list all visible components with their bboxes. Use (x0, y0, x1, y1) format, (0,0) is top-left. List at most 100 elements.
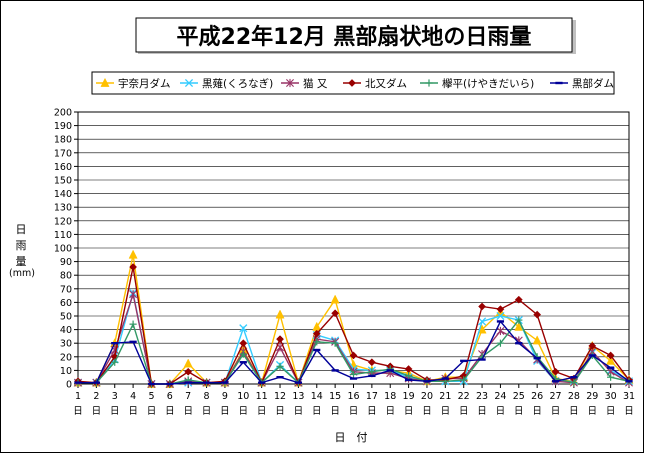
x-tick-label: 6 (167, 391, 173, 402)
data-point (405, 372, 413, 380)
data-point (276, 335, 284, 344)
x-tick-suffix: 日 (422, 406, 432, 417)
x-tick-label: 19 (403, 391, 415, 402)
x-tick-suffix: 日 (239, 406, 249, 417)
y-tick-label: 150 (54, 176, 72, 187)
data-point (607, 366, 615, 369)
x-tick-suffix: 日 (477, 406, 487, 417)
data-point (625, 380, 633, 383)
data-point (533, 310, 542, 319)
y-axis-label-char: 雨 (16, 239, 27, 252)
data-point (276, 376, 284, 379)
data-point (551, 380, 560, 383)
y-axis-ticks: 0 10 20 30 40 50 60 70 80 90 100 110 120 130 140 150 160… (54, 108, 78, 391)
x-tick-label: 31 (623, 391, 635, 402)
data-point (496, 311, 505, 321)
data-point (129, 263, 138, 271)
data-point (606, 355, 616, 365)
legend-item-6: 黒部ダム (550, 77, 614, 90)
x-tick-label: 8 (204, 391, 210, 402)
y-tick-label: 80 (60, 271, 72, 282)
legend-label: 欅平(けやきだいら) (442, 78, 534, 90)
data-point (294, 381, 302, 384)
data-point (515, 316, 523, 324)
data-point (515, 342, 523, 345)
legend-label: 北又ダム (365, 77, 407, 90)
x-tick-suffix: 日 (496, 406, 506, 417)
data-point (496, 326, 505, 336)
x-tick-label: 9 (222, 391, 228, 402)
data-point (478, 358, 486, 361)
x-tick-label: 10 (237, 391, 249, 402)
legend-item-4: 北又ダム (343, 77, 407, 90)
data-point (349, 351, 358, 360)
legend-label: 猫 又 (303, 77, 328, 90)
x-tick-label: 5 (148, 391, 154, 402)
data-point (331, 369, 339, 372)
data-point (331, 339, 339, 347)
x-tick-suffix: 日 (183, 406, 193, 417)
x-tick-suffix: 日 (92, 406, 102, 417)
x-tick-label: 15 (329, 391, 341, 402)
x-tick-label: 30 (605, 391, 617, 402)
y-tick-label: 60 (60, 298, 72, 309)
data-point (221, 381, 229, 384)
data-point (331, 309, 340, 318)
x-tick-suffix: 日 (257, 406, 267, 417)
data-point (386, 369, 394, 372)
data-point (478, 317, 487, 326)
data-point (570, 379, 578, 387)
data-point (607, 373, 615, 381)
legend-marker (100, 77, 110, 87)
x-tick-label: 3 (112, 391, 118, 402)
data-point (588, 354, 596, 357)
title-box (135, 17, 573, 53)
y-tick-label: 180 (54, 135, 72, 146)
x-tick-label: 1 (75, 391, 81, 402)
y-tick-label: 50 (60, 312, 72, 323)
x-tick-label: 28 (568, 391, 580, 402)
x-tick-label: 26 (531, 391, 543, 402)
y-tick-label: 170 (54, 148, 72, 159)
data-point (184, 381, 192, 384)
x-tick-label: 20 (421, 391, 433, 402)
x-tick-label: 11 (256, 391, 268, 402)
legend-item-2: 黒薙(くろなぎ) (180, 77, 273, 90)
y-tick-label: 0 (66, 380, 72, 391)
x-tick-label: 13 (292, 391, 304, 402)
data-point (423, 380, 431, 383)
chart-title: 平成22年12月 黒部扇状地の日雨量 (177, 24, 532, 50)
legend-label: 黒薙(くろなぎ) (202, 77, 273, 90)
x-tick-suffix: 日 (73, 406, 83, 417)
data-point (312, 329, 321, 338)
x-tick-suffix: 日 (275, 406, 285, 417)
y-axis-label: 日雨量(mm) (9, 223, 35, 279)
data-point (496, 305, 505, 314)
x-tick-label: 4 (130, 391, 136, 402)
data-point (129, 340, 137, 344)
data-point (441, 377, 449, 380)
data-point (129, 290, 138, 299)
data-point (92, 381, 100, 384)
data-point (129, 320, 137, 328)
x-tick-suffix: 日 (165, 406, 175, 417)
data-point (460, 376, 468, 384)
x-tick-label: 7 (185, 391, 191, 402)
data-point (514, 321, 524, 331)
x-tick-suffix: 日 (349, 406, 359, 417)
data-point (349, 370, 358, 379)
data-point (496, 339, 505, 347)
data-point (313, 348, 321, 352)
data-point (258, 381, 266, 384)
x-tick-suffix: 日 (404, 406, 414, 417)
x-tick-suffix: 日 (459, 406, 469, 417)
x-tick-label: 27 (549, 391, 561, 402)
legend-marker (184, 78, 194, 88)
x-axis-ticks: 1日2日3日4日5日6日7日8日9日10日11日12日13日14日15日16日1… (73, 384, 635, 417)
data-point (368, 374, 376, 378)
x-tick-label: 18 (384, 391, 396, 402)
data-point (570, 376, 578, 379)
y-tick-label: 130 (54, 203, 72, 214)
data-point (606, 351, 615, 360)
x-tick-suffix: 日 (367, 406, 377, 417)
